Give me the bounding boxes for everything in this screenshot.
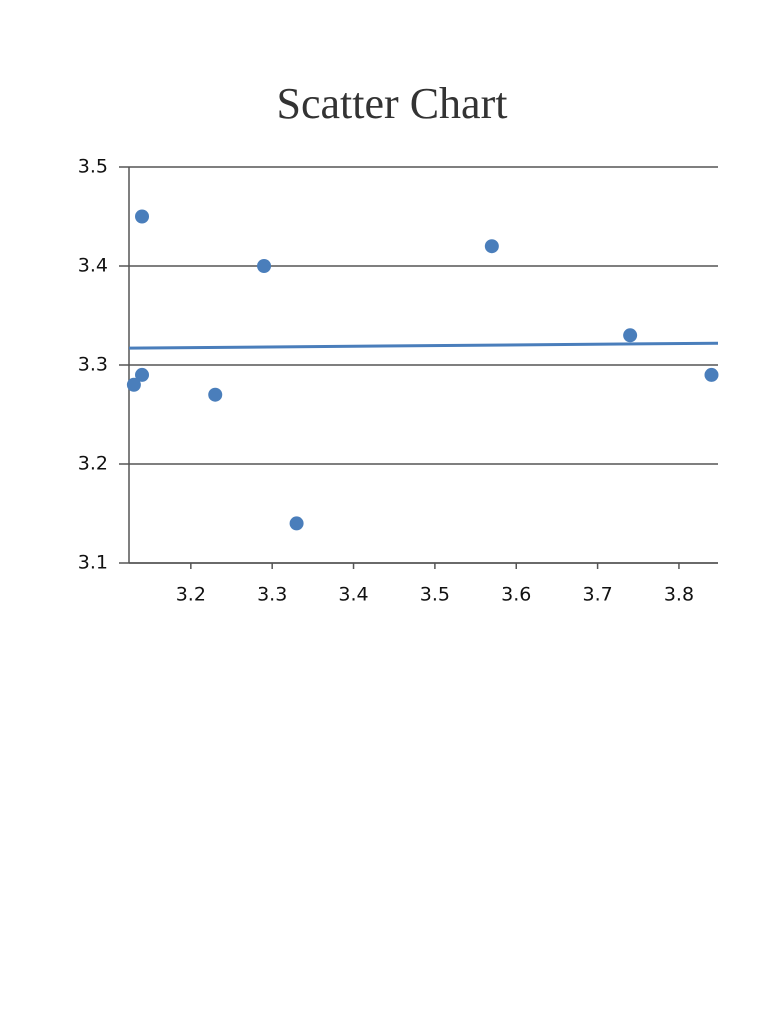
x-tick-label: 3.3	[257, 584, 287, 606]
y-tick-label: 3.4	[78, 255, 108, 277]
point	[484, 239, 499, 254]
point	[289, 516, 304, 531]
trend-line	[128, 341, 719, 350]
y-tick-label: 3.5	[78, 156, 108, 178]
y-tick-label: 3.2	[78, 453, 108, 475]
x-tick-label: 3.8	[664, 584, 694, 606]
x-tick-label: 3.2	[176, 584, 206, 606]
x-tick-label: 3.4	[338, 584, 368, 606]
point	[135, 367, 150, 382]
point	[704, 367, 719, 382]
y-tick-label: 3.3	[78, 354, 108, 376]
point	[135, 209, 150, 224]
point	[126, 377, 141, 392]
x-tick-label: 3.7	[582, 584, 612, 606]
point	[257, 259, 272, 273]
point	[623, 328, 638, 343]
y-tick-label: 3.1	[78, 552, 108, 574]
x-tick-label: 3.6	[501, 584, 531, 606]
chart-title: Scatter Chart	[277, 79, 508, 128]
point	[208, 387, 223, 402]
x-tick-label: 3.5	[420, 584, 450, 606]
